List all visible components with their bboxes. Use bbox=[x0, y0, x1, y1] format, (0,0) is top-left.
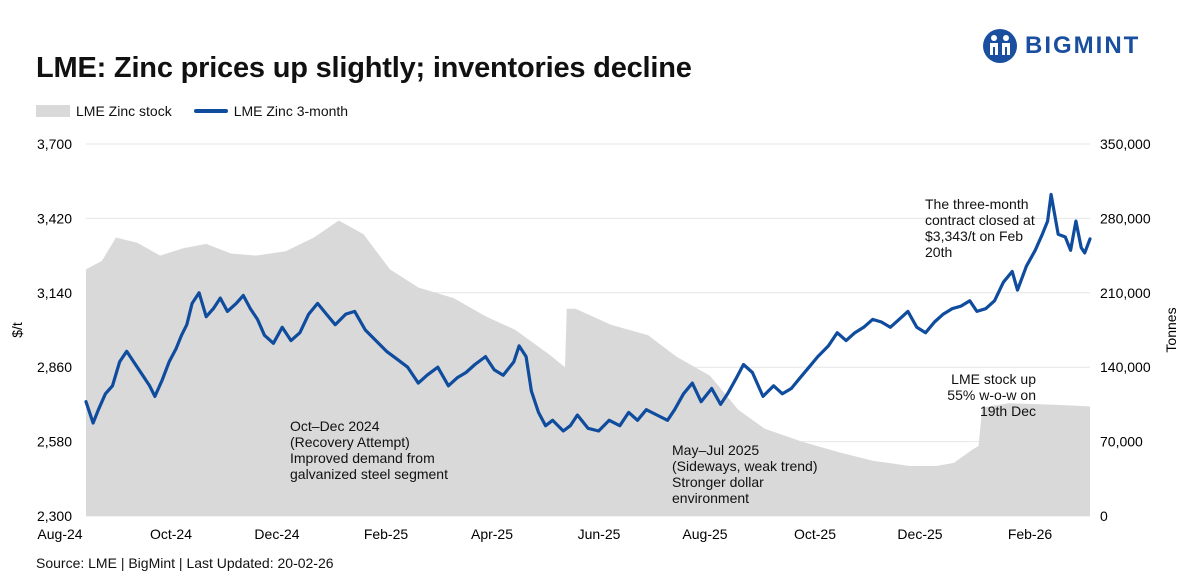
y-left-tick-label: 3,700 bbox=[37, 136, 72, 152]
y-left-tick-label: 2,580 bbox=[37, 434, 72, 450]
annotation-text: The three-month contract closed at $3,343/… bbox=[925, 196, 1035, 260]
price-line bbox=[84, 192, 1092, 433]
legend-swatch-price bbox=[193, 109, 228, 113]
y-right-tick-label: 210,000 bbox=[1100, 285, 1151, 301]
annotation-line: Stronger dollar bbox=[672, 474, 764, 490]
x-tick-label: Feb-25 bbox=[364, 526, 409, 542]
y-left-tick-label: 3,140 bbox=[37, 285, 72, 301]
y-left-tick-label: 3,420 bbox=[37, 210, 72, 226]
source-note: Source: LME | BigMint | Last Updated: 20… bbox=[36, 555, 334, 571]
x-ticks: Aug-24 Oct-24 Dec-24 Feb-25 Apr-25 Jun-25 Aug-… bbox=[37, 526, 1052, 542]
annotation-text: Oct–Dec 2024 (Recovery Attempt) Improved d… bbox=[290, 418, 448, 482]
annotation-line: (Recovery Attempt) bbox=[290, 434, 410, 450]
y-right-axis-label: Tonnes bbox=[1163, 307, 1179, 352]
y-right-ticks: 0 70,000 140,000 210,000 280,000 350,000 bbox=[1100, 136, 1151, 524]
x-tick-label: Aug-24 bbox=[37, 526, 82, 542]
y-left-tick-label: 2,860 bbox=[37, 359, 72, 375]
annotation-line: 19th Dec bbox=[980, 403, 1036, 419]
annotation-line: (Sideways, weak trend) bbox=[672, 458, 818, 474]
x-tick-label: Oct-24 bbox=[150, 526, 192, 542]
legend-swatch-stock bbox=[36, 105, 70, 117]
bigmint-icon bbox=[983, 29, 1017, 63]
x-tick-label: Jun-25 bbox=[578, 526, 621, 542]
y-right-tick-label: 140,000 bbox=[1100, 359, 1151, 375]
annotations: Oct–Dec 2024 (Recovery Attempt) Improved d… bbox=[290, 196, 1036, 506]
y-left-axis-label: $/t bbox=[9, 322, 25, 338]
x-tick-label: Oct-25 bbox=[794, 526, 836, 542]
annotation-line: contract closed at bbox=[925, 212, 1035, 228]
annotation-line: LME stock up bbox=[951, 371, 1036, 387]
x-tick-label: Dec-25 bbox=[897, 526, 942, 542]
annotation-line: 20th bbox=[925, 244, 952, 260]
legend-label-stock: LME Zinc stock bbox=[76, 103, 172, 119]
y-left-tick-label: 2,300 bbox=[37, 508, 72, 524]
annotation-line: 55% w-o-w on bbox=[947, 387, 1036, 403]
brand-logo: BIGMINT bbox=[980, 26, 1170, 66]
annotation-line: Oct–Dec 2024 bbox=[290, 418, 380, 434]
legend-item-stock: LME Zinc stock bbox=[36, 103, 172, 119]
y-right-tick-label: 280,000 bbox=[1100, 210, 1151, 226]
annotation-line: galvanized steel segment bbox=[290, 466, 448, 482]
x-tick-label: Aug-25 bbox=[682, 526, 727, 542]
y-right-tick-label: 70,000 bbox=[1100, 434, 1143, 450]
x-tick-label: Apr-25 bbox=[471, 526, 513, 542]
chart-legend: LME Zinc stock LME Zinc 3-month bbox=[36, 103, 370, 119]
annotation-line: Improved demand from bbox=[290, 450, 435, 466]
legend-label-price: LME Zinc 3-month bbox=[233, 103, 349, 119]
x-tick-label: Feb-26 bbox=[1008, 526, 1053, 542]
x-tick-label: Dec-24 bbox=[254, 526, 299, 542]
y-left-ticks: 2,300 2,580 2,860 3,140 3,420 3,700 bbox=[37, 136, 72, 524]
annotation-line: $3,343/t on Feb bbox=[925, 228, 1023, 244]
annotation-text: LME stock up 55% w-o-w on 19th Dec bbox=[947, 371, 1036, 419]
annotation-line: environment bbox=[672, 490, 749, 506]
annotation-text: May–Jul 2025 (Sideways, weak trend) Strong… bbox=[672, 442, 818, 506]
annotation-line: The three-month bbox=[925, 196, 1029, 212]
stock-area bbox=[86, 220, 1090, 516]
legend-item-price: LME Zinc 3-month bbox=[193, 103, 349, 119]
brand-name: BIGMINT bbox=[1025, 32, 1141, 59]
annotation-line: May–Jul 2025 bbox=[672, 442, 759, 458]
y-right-tick-label: 350,000 bbox=[1100, 136, 1151, 152]
y-right-tick-label: 0 bbox=[1100, 508, 1108, 524]
chart-title: LME: Zinc prices up slightly; inventorie… bbox=[36, 52, 692, 84]
